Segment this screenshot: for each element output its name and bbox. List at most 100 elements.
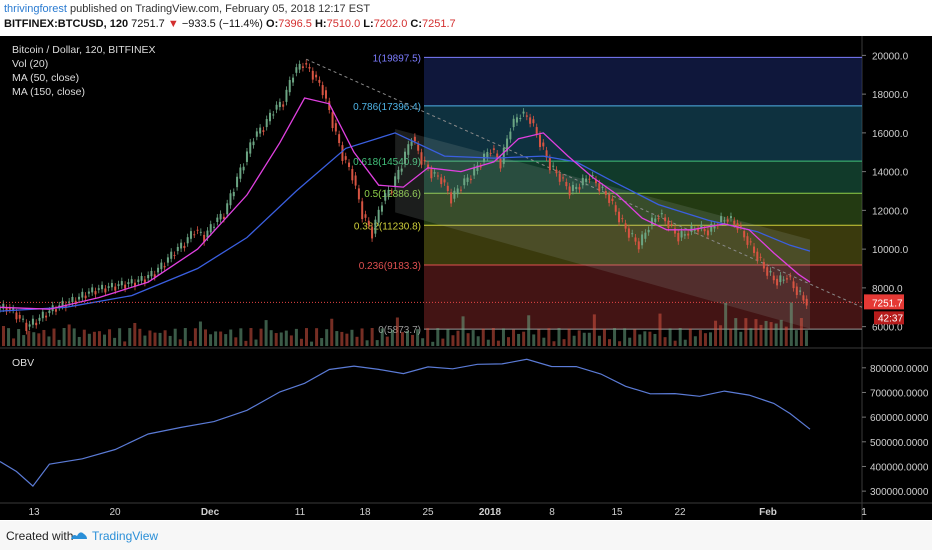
last-price: 7251.7 — [131, 18, 165, 30]
candle-body — [390, 191, 393, 193]
candle-body — [28, 324, 31, 327]
volume-bar — [527, 315, 531, 346]
close-label: C: — [410, 18, 423, 30]
volume-bar — [764, 320, 768, 346]
volume-bar — [148, 330, 152, 346]
candle-body — [364, 214, 367, 218]
candle-body — [476, 165, 479, 171]
fib-label: 0.5(12886.6) — [364, 189, 421, 200]
open-label: O: — [266, 18, 279, 30]
obv-label: OBV — [12, 357, 35, 369]
volume-bar — [471, 330, 475, 346]
volume-bar — [411, 334, 415, 346]
candle-body — [48, 310, 51, 314]
candle-body — [229, 193, 232, 206]
candle-body — [367, 220, 370, 226]
volume-bar — [406, 330, 409, 346]
volume-bar — [466, 333, 470, 346]
close-value: 7251.7 — [422, 18, 456, 30]
candle-body — [660, 213, 663, 215]
tradingview-link[interactable]: TradingView — [92, 529, 159, 543]
volume-bar — [143, 335, 147, 346]
candle-body — [0, 308, 1, 310]
candle-body — [443, 179, 446, 183]
chart-area[interactable]: 1(19897.5) 0.786(17396.4) 0.618(14540.9) 0.… — [0, 36, 932, 520]
volume-bar — [67, 324, 71, 346]
candle-body — [354, 175, 357, 186]
candle-body — [41, 311, 44, 319]
volume-bar — [97, 331, 101, 346]
x-tick-label: Dec — [201, 507, 220, 518]
volume-bar — [284, 330, 288, 346]
volume-bar — [628, 337, 632, 346]
volume-bar — [355, 336, 359, 346]
candle-body — [236, 176, 239, 188]
candle-body — [25, 322, 28, 331]
volume-bar — [618, 341, 622, 346]
candle-body — [54, 309, 57, 312]
candle-body — [436, 175, 439, 177]
volume-bar — [42, 329, 46, 346]
candle-body — [404, 151, 406, 164]
candle-body — [147, 274, 150, 279]
volume-bar — [734, 318, 738, 346]
candle-body — [772, 275, 775, 281]
candle-body — [578, 187, 581, 190]
candle-body — [242, 166, 245, 171]
volume-bar — [77, 336, 81, 346]
volume-bar — [532, 334, 536, 346]
candle-body — [298, 63, 301, 70]
candle-body — [275, 104, 278, 110]
candle-body — [163, 265, 166, 268]
x-tick-label: 8 — [549, 507, 555, 518]
candle-body — [519, 118, 522, 120]
volume-bar — [289, 335, 293, 346]
fib-zone — [424, 57, 862, 106]
candle-body — [466, 177, 469, 182]
candle-body — [644, 232, 647, 239]
volume-bar — [7, 328, 11, 346]
candle-body — [650, 217, 653, 226]
candle-body — [496, 153, 499, 158]
volume-bar — [163, 330, 167, 346]
price-chart[interactable]: 1(19897.5) 0.786(17396.4) 0.618(14540.9) 0.… — [0, 36, 932, 520]
candle-body — [384, 193, 387, 201]
candle-body — [489, 152, 492, 154]
candle-body — [413, 136, 416, 142]
volume-bar — [219, 331, 223, 346]
volume-bar — [193, 328, 197, 346]
candle-body — [598, 183, 601, 192]
candle-body — [568, 186, 571, 196]
volume-bar — [799, 318, 803, 346]
volume-bar — [451, 335, 455, 346]
obv-tick-label: 400000.0000 — [870, 462, 929, 473]
candle-body — [739, 225, 742, 227]
candle-body — [357, 188, 360, 200]
volume-bar — [421, 338, 425, 346]
candle-body — [575, 186, 578, 190]
volume-bar — [597, 335, 601, 346]
candle-body — [522, 111, 525, 114]
candle-body — [693, 229, 696, 231]
low-value: 7202.0 — [373, 18, 408, 30]
volume-bar — [103, 334, 106, 346]
volume-bar — [749, 328, 753, 346]
candle-body — [183, 245, 186, 249]
created-with: Created with — [6, 529, 74, 543]
volume-bars — [2, 302, 808, 346]
volume-bar — [320, 338, 324, 346]
x-tick-label: 11 — [295, 507, 306, 518]
volume-bar — [436, 328, 440, 346]
candle-body — [729, 216, 732, 219]
candle-body — [64, 304, 67, 308]
fib-label: 0.382(11230.8) — [354, 221, 421, 232]
volume-bar — [456, 330, 460, 346]
candle-body — [186, 237, 189, 244]
candle-body — [769, 270, 772, 273]
author-link[interactable]: thrivingforest — [4, 3, 67, 15]
candle-body — [219, 213, 222, 220]
candle-body — [667, 220, 670, 228]
candle-body — [288, 80, 291, 93]
candle-body — [305, 63, 308, 65]
volume-bar — [279, 332, 283, 346]
